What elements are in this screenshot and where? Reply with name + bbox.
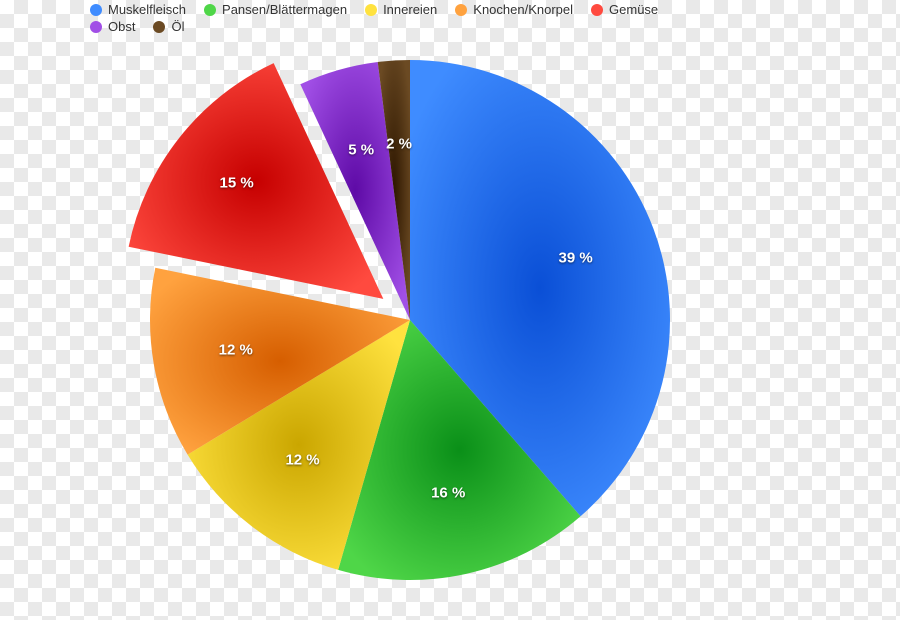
slice-label-6: 2 % <box>386 135 412 152</box>
slice-label-2: 12 % <box>285 452 319 469</box>
legend-label-2: Innereien <box>383 2 437 17</box>
pie-svg <box>0 0 900 620</box>
legend-label-3: Knochen/Knorpel <box>473 2 573 17</box>
legend-item-1: Pansen/Blättermagen <box>204 2 347 17</box>
legend-swatch-4 <box>591 4 603 16</box>
legend-label-4: Gemüse <box>609 2 658 17</box>
legend-item-6: Öl <box>153 19 184 34</box>
legend-swatch-5 <box>90 21 102 33</box>
legend-label-6: Öl <box>171 19 184 34</box>
slice-label-4: 15 % <box>219 174 253 191</box>
legend-swatch-0 <box>90 4 102 16</box>
pie-chart: 39 % 16 % 12 % 12 % 15 % 5 % 2 % <box>0 0 900 620</box>
legend-item-0: Muskelfleisch <box>90 2 186 17</box>
legend-label-1: Pansen/Blättermagen <box>222 2 347 17</box>
legend-swatch-1 <box>204 4 216 16</box>
legend-swatch-2 <box>365 4 377 16</box>
legend: Muskelfleisch Pansen/Blättermagen Innereie… <box>90 2 730 36</box>
legend-item-4: Gemüse <box>591 2 658 17</box>
legend-swatch-3 <box>455 4 467 16</box>
legend-item-5: Obst <box>90 19 135 34</box>
slice-label-3: 12 % <box>219 342 253 359</box>
legend-swatch-6 <box>153 21 165 33</box>
legend-label-5: Obst <box>108 19 135 34</box>
legend-item-3: Knochen/Knorpel <box>455 2 573 17</box>
slice-label-5: 5 % <box>348 142 374 159</box>
slice-label-0: 39 % <box>558 250 592 267</box>
legend-item-2: Innereien <box>365 2 437 17</box>
legend-label-0: Muskelfleisch <box>108 2 186 17</box>
slice-label-1: 16 % <box>431 484 465 501</box>
